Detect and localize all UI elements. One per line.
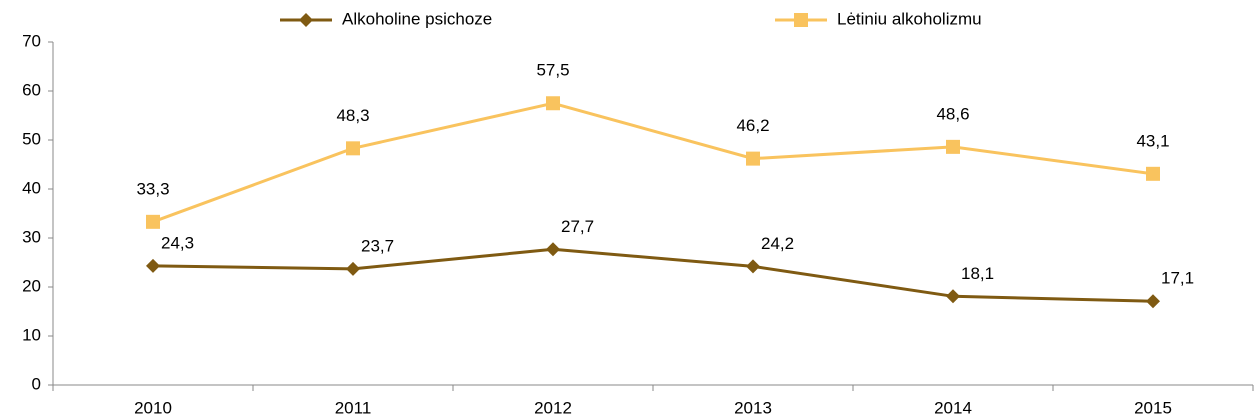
point	[546, 96, 560, 111]
x-tick-label: 2015	[1134, 398, 1172, 417]
y-tick-label: 70	[22, 31, 41, 50]
point	[546, 242, 560, 257]
y-tick-label: 0	[32, 374, 41, 393]
x-tick-label: 2010	[134, 398, 172, 417]
point	[946, 139, 960, 154]
value-label: 46,2	[736, 116, 769, 135]
y-tick-label: 30	[22, 227, 41, 246]
value-label: 18,1	[961, 264, 994, 283]
series-line	[152, 247, 1154, 303]
legend-marker	[794, 13, 808, 27]
point	[746, 151, 760, 166]
point	[346, 261, 360, 276]
legend-label: Alkoholine psichoze	[342, 9, 492, 28]
point	[146, 258, 160, 273]
point	[1146, 294, 1160, 309]
point	[1146, 166, 1160, 181]
legend-marker	[299, 13, 313, 27]
point	[746, 259, 760, 274]
point	[146, 214, 160, 229]
value-label: 48,6	[936, 104, 969, 123]
series-line	[152, 101, 1154, 224]
y-tick-label: 40	[22, 178, 41, 197]
point	[346, 141, 360, 156]
value-label: 27,7	[561, 217, 594, 236]
value-label: 48,3	[336, 106, 369, 125]
x-tick-label: 2014	[934, 398, 972, 417]
point	[946, 289, 960, 304]
x-tick-label: 2012	[534, 398, 572, 417]
value-label: 24,2	[761, 234, 794, 253]
y-tick-label: 60	[22, 80, 41, 99]
value-label: 23,7	[361, 236, 394, 255]
legend-label: Lėtiniu alkoholizmu	[837, 9, 982, 28]
x-tick-label: 2013	[734, 398, 772, 417]
value-label: 33,3	[136, 179, 169, 198]
value-label: 43,1	[1136, 131, 1169, 150]
y-tick-label: 10	[22, 325, 41, 344]
value-label: 17,1	[1161, 269, 1194, 288]
x-tick-label: 2011	[335, 398, 372, 417]
y-tick-label: 20	[22, 276, 41, 295]
y-tick-label: 50	[22, 129, 41, 148]
value-label: 24,3	[161, 233, 194, 252]
value-label: 57,5	[536, 61, 569, 80]
